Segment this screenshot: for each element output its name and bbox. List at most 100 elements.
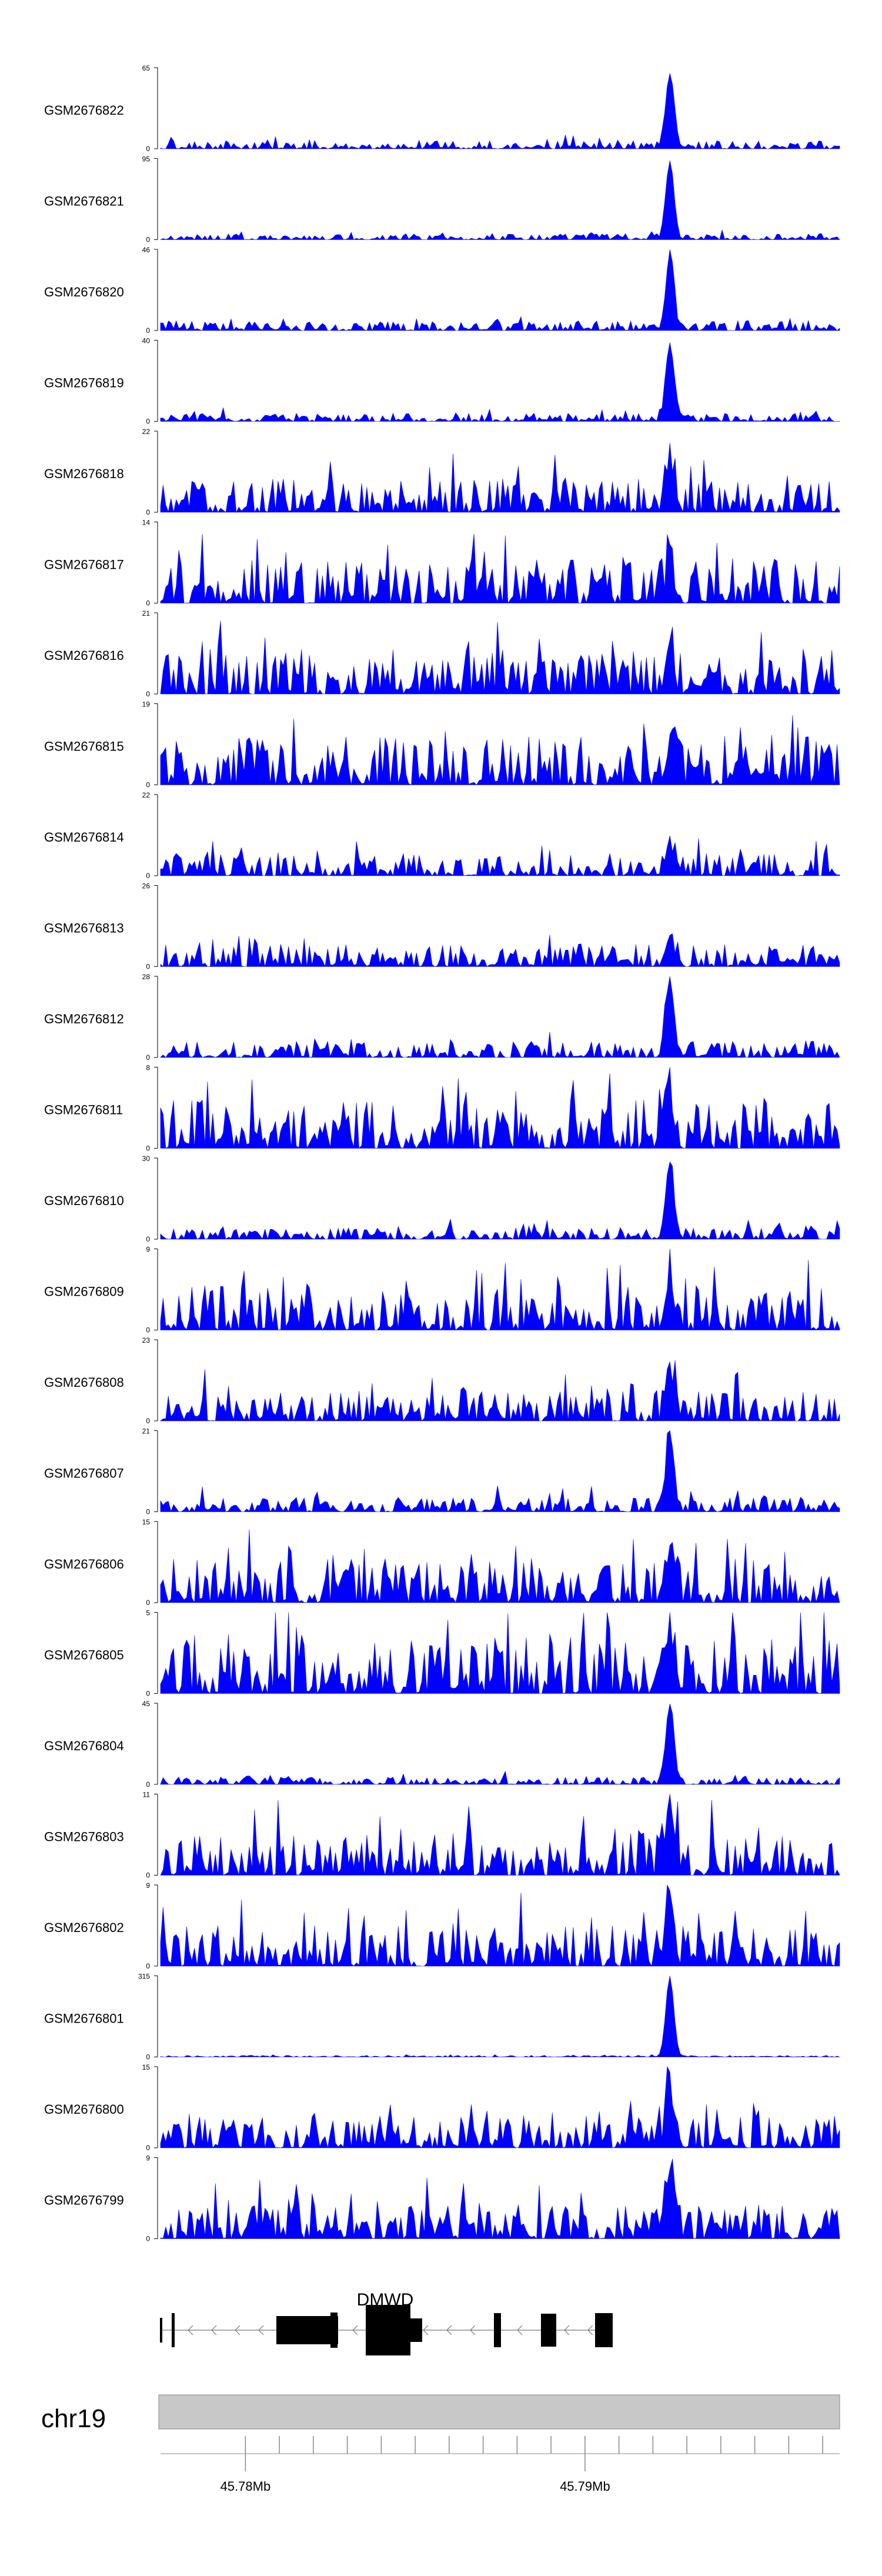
track-label: GSM2676819 [44, 376, 124, 391]
track-GSM2676816: GSM2676816 21 0 [44, 609, 840, 698]
coverage-area [160, 715, 840, 786]
track-GSM2676802: GSM2676802 9 0 [44, 1881, 840, 1970]
coverage-area [160, 342, 840, 422]
track-GSM2676820: GSM2676820 46 0 [44, 246, 840, 335]
y-max-label: 15 [142, 1518, 151, 1526]
y-min-label: 0 [146, 2053, 150, 2061]
track-GSM2676808: GSM2676808 23 0 [44, 1336, 840, 1425]
track-GSM2676799: GSM2676799 9 0 [44, 2154, 840, 2243]
strand-arrow [258, 2325, 264, 2335]
track-label: GSM2676810 [44, 1193, 124, 1208]
track-label: GSM2676821 [44, 194, 124, 209]
coverage-area [160, 2066, 840, 2148]
strand-arrow [587, 2325, 593, 2335]
coverage-tracks: GSM2676822650GSM2676821950GSM2676820460G… [44, 64, 840, 2243]
y-max-label: 30 [142, 1154, 151, 1163]
y-min-label: 0 [146, 1962, 150, 1970]
track-label: GSM2676816 [44, 648, 124, 663]
strand-arrow [517, 2325, 523, 2335]
coverage-area [160, 1794, 840, 1876]
track-GSM2676809: GSM2676809 9 0 [44, 1246, 840, 1334]
strand-arrow [564, 2325, 570, 2335]
y-max-label: 315 [138, 1973, 150, 1981]
track-label: GSM2676805 [44, 1648, 124, 1663]
track-GSM2676811: GSM2676811 8 0 [44, 1064, 840, 1153]
y-max-label: 14 [142, 519, 151, 527]
exon-block [494, 2313, 501, 2347]
coverage-area [160, 976, 840, 1059]
track-label: GSM2676799 [44, 2193, 124, 2208]
coverage-area [160, 249, 840, 331]
coverage-area [160, 836, 840, 877]
track-GSM2676814: GSM2676814 22 0 [44, 791, 840, 880]
exon-block [595, 2313, 613, 2347]
y-min-label: 0 [146, 1326, 150, 1334]
coverage-area [160, 533, 840, 604]
track-label: GSM2676818 [44, 466, 124, 481]
exon-block [160, 2318, 162, 2343]
track-GSM2676815: GSM2676815 19 0 [44, 700, 840, 789]
track-GSM2676807: GSM2676807 21 0 [44, 1427, 840, 1516]
exon-block [330, 2313, 338, 2348]
track-label: GSM2676813 [44, 921, 124, 936]
track-label: GSM2676815 [44, 739, 124, 754]
chromosome-label: chr19 [41, 2404, 106, 2433]
strand-arrow [235, 2325, 240, 2335]
y-min-label: 0 [146, 963, 150, 971]
coverage-area [160, 1360, 840, 1422]
coverage-area [160, 1430, 840, 1513]
track-GSM2676817: GSM2676817 14 0 [44, 519, 840, 608]
y-min-label: 0 [146, 599, 150, 608]
y-max-label: 65 [142, 64, 151, 72]
track-GSM2676804: GSM2676804 45 0 [44, 1700, 840, 1788]
y-min-label: 0 [146, 1599, 150, 1607]
track-label: GSM2676807 [44, 1466, 124, 1481]
genomic-axis: 45.78Mb 45.79Mb [161, 2436, 840, 2494]
track-label: GSM2676817 [44, 558, 124, 572]
y-max-label: 11 [143, 1791, 151, 1799]
track-label: GSM2676802 [44, 1920, 124, 1935]
y-min-label: 0 [146, 781, 150, 789]
y-min-label: 0 [146, 1690, 150, 1698]
y-max-label: 95 [142, 155, 151, 163]
y-min-label: 0 [146, 508, 150, 516]
y-min-label: 0 [146, 690, 150, 698]
track-label: GSM2676800 [44, 2102, 124, 2117]
coverage-area [160, 1161, 840, 1240]
y-min-label: 0 [146, 1871, 150, 1880]
y-max-label: 15 [142, 2063, 151, 2071]
track-GSM2676800: GSM2676800 15 0 [44, 2063, 840, 2152]
strand-arrow [211, 2325, 217, 2335]
y-max-label: 40 [142, 337, 151, 345]
track-label: GSM2676803 [44, 1830, 124, 1844]
y-min-label: 0 [146, 1053, 150, 1062]
y-max-label: 28 [142, 973, 151, 981]
track-label: GSM2676808 [44, 1375, 124, 1390]
y-min-label: 0 [146, 1144, 150, 1153]
coverage-area [160, 73, 840, 150]
coverage-area [160, 1976, 840, 2057]
y-max-label: 8 [146, 1064, 150, 1072]
strand-arrow [423, 2325, 429, 2335]
strand-arrow [446, 2325, 452, 2335]
y-min-label: 0 [146, 1508, 150, 1516]
y-max-label: 21 [142, 1427, 151, 1436]
ideogram-track: chr19 45.78Mb 45.79Mb [41, 2394, 840, 2494]
exon-block [366, 2305, 410, 2355]
coverage-area [160, 1249, 840, 1331]
coverage-area [160, 933, 840, 967]
track-GSM2676803: GSM2676803 11 0 [44, 1791, 840, 1880]
coverage-area [160, 1884, 840, 1967]
track-label: GSM2676812 [44, 1012, 124, 1026]
track-GSM2676805: GSM2676805 5 0 [44, 1609, 840, 1698]
track-GSM2676819: GSM2676819 40 0 [44, 337, 840, 426]
axis-tick-label: 45.79Mb [560, 2479, 610, 2494]
track-label: GSM2676811 [44, 1103, 123, 1117]
y-max-label: 22 [142, 791, 151, 799]
y-min-label: 0 [146, 1235, 150, 1243]
y-max-label: 9 [146, 1881, 150, 1890]
coverage-area [160, 620, 840, 695]
y-min-label: 0 [146, 1417, 150, 1425]
axis-tick-label: 45.78Mb [220, 2479, 271, 2494]
